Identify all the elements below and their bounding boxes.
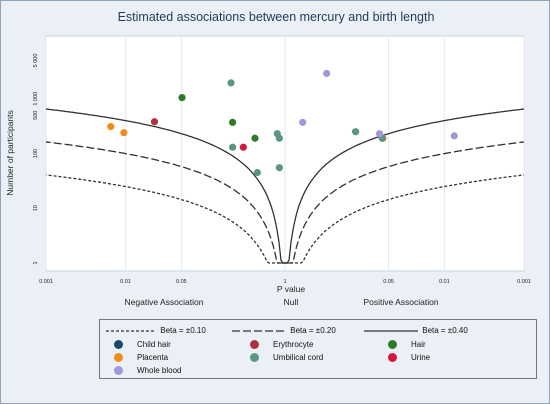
y-tick-label: 1 bbox=[33, 261, 39, 264]
x-tick-label: 0.05 bbox=[383, 279, 394, 285]
legend-hair-label: Hair bbox=[411, 340, 426, 349]
x-tick-label: 0.001 bbox=[517, 279, 531, 285]
y-tick-label: 5 000 bbox=[33, 54, 39, 68]
x-tick-label: 0.05 bbox=[176, 279, 187, 285]
y-axis-label: Number of participants bbox=[5, 110, 15, 196]
legend-beta-040: Beta = ±0.40 bbox=[364, 326, 468, 335]
region-label-null: Null bbox=[284, 297, 299, 307]
beta-curve-2 bbox=[45, 141, 285, 264]
point-umbilical-cord bbox=[275, 164, 283, 172]
chart-title: Estimated associations between mercury a… bbox=[117, 10, 435, 24]
legend-erythrocyte-marker bbox=[250, 340, 259, 350]
beta-curve-2 bbox=[285, 141, 525, 264]
tick-labels: 0.001 0.01 0.05 1 0.05 0.01 0.001 5 000 1 000 500… bbox=[33, 54, 531, 285]
point-whole-blood bbox=[375, 130, 384, 138]
legend-beta-020: Beta = ±0.20 bbox=[232, 326, 336, 335]
point-hair bbox=[251, 134, 259, 142]
data-points bbox=[107, 69, 458, 177]
legend-beta-010-swatch bbox=[106, 330, 156, 332]
x-tick-label: 0.01 bbox=[439, 279, 450, 285]
legend-whole-blood-label: Whole blood bbox=[137, 366, 182, 375]
point-hair bbox=[229, 118, 237, 126]
point-umbilical-cord bbox=[351, 128, 360, 136]
legend-beta-040-label: Beta = ±0.40 bbox=[422, 326, 468, 335]
legend-erythrocyte: Erythrocyte bbox=[250, 340, 314, 350]
legend-urine-marker bbox=[388, 353, 397, 363]
legend-hair-marker bbox=[388, 340, 397, 350]
legend-whole-blood-marker bbox=[114, 366, 123, 376]
beta-curves bbox=[45, 108, 525, 264]
point-umbilical-cord bbox=[253, 168, 261, 177]
point-placenta bbox=[120, 129, 128, 137]
y-tick-label: 1 000 bbox=[33, 92, 39, 106]
point-whole-blood bbox=[323, 69, 331, 78]
y-tick-label: 500 bbox=[33, 111, 39, 120]
y-tick-label: 100 bbox=[33, 149, 39, 158]
legend-beta-040-swatch bbox=[364, 330, 418, 332]
legend-umbilical-cord: Umbilical cord bbox=[250, 353, 324, 363]
legend-urine-label: Urine bbox=[411, 353, 431, 362]
beta-curve-1 bbox=[45, 174, 285, 264]
legend-placenta-label: Placenta bbox=[137, 353, 169, 362]
beta-curve-3 bbox=[45, 108, 285, 264]
beta-curve-1 bbox=[285, 174, 525, 264]
x-tick-label: 1 bbox=[283, 279, 286, 285]
grid-lines bbox=[45, 36, 525, 271]
point-umbilical-cord bbox=[227, 79, 235, 87]
point-placenta bbox=[107, 122, 115, 131]
legend-beta-020-swatch bbox=[232, 330, 286, 332]
x-axis-label: P value bbox=[277, 284, 305, 294]
point-umbilical-cord bbox=[229, 143, 237, 151]
legend-erythrocyte-label: Erythrocyte bbox=[273, 340, 314, 349]
region-label-negative: Negative Association bbox=[125, 297, 204, 307]
x-tick-label: 0.01 bbox=[120, 279, 131, 285]
chart-legend: Beta = ±0.10 Beta = ±0.20 Beta = ±0.40 C… bbox=[99, 319, 537, 379]
legend-hair: Hair bbox=[388, 340, 426, 350]
legend-beta-020-label: Beta = ±0.20 bbox=[290, 326, 336, 335]
point-urine bbox=[239, 143, 247, 151]
point-hair bbox=[178, 93, 186, 102]
legend-beta-010-label: Beta = ±0.10 bbox=[160, 326, 206, 335]
x-tick-label: 0.001 bbox=[39, 279, 53, 285]
legend-whole-blood: Whole blood bbox=[114, 366, 182, 376]
legend-urine: Urine bbox=[388, 353, 431, 363]
y-tick-label: 10 bbox=[33, 205, 39, 211]
legend-placenta-marker bbox=[114, 353, 123, 363]
point-whole-blood bbox=[450, 132, 458, 140]
beta-curve-3 bbox=[285, 108, 525, 264]
legend-placenta: Placenta bbox=[114, 353, 169, 363]
region-label-positive: Positive Association bbox=[363, 297, 438, 307]
legend-umbilical-cord-marker bbox=[250, 353, 259, 363]
legend-umbilical-cord-label: Umbilical cord bbox=[273, 353, 324, 362]
legend-beta-010: Beta = ±0.10 bbox=[106, 326, 206, 335]
point-erythrocyte bbox=[150, 118, 159, 126]
legend-child-hair-marker bbox=[114, 340, 123, 350]
legend-child-hair-label: Child hair bbox=[137, 340, 171, 349]
legend-child-hair: Child hair bbox=[114, 340, 171, 350]
point-umbilical-cord bbox=[275, 134, 283, 142]
point-whole-blood bbox=[299, 118, 307, 126]
